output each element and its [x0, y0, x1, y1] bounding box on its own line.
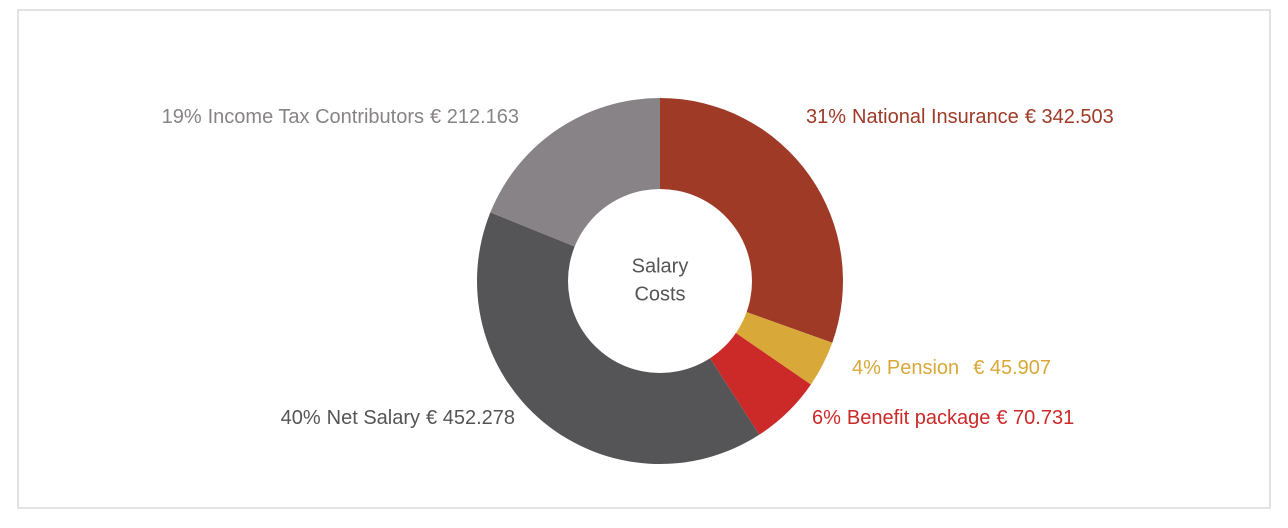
category-label: National Insurance — [852, 106, 1019, 128]
amount-label: € 452.278 — [426, 407, 515, 429]
center-label: Costs — [634, 283, 685, 305]
percent-label: 19% — [162, 106, 202, 128]
category-label: Pension — [887, 357, 959, 379]
amount-label: € 212.163 — [430, 106, 519, 128]
percent-label: 6% — [812, 407, 841, 429]
percent-label: 4% — [852, 357, 881, 379]
donut-hole — [568, 189, 752, 373]
slice-label: 19% Income Tax Contributors € 212.163 — [162, 106, 519, 128]
slice-label: 6% Benefit package € 70.731 — [812, 407, 1074, 429]
amount-label: € 70.731 — [996, 407, 1074, 429]
amount-label: € 45.907 — [973, 357, 1051, 379]
category-label: Net Salary — [327, 407, 420, 429]
slice-label: 4% Pension € 45.907 — [852, 357, 1051, 379]
slice-label: 31% National Insurance € 342.503 — [806, 106, 1114, 128]
percent-label: 31% — [806, 106, 846, 128]
category-label: Benefit package — [847, 407, 990, 429]
slice-label: 40% Net Salary € 452.278 — [281, 407, 515, 429]
center-label: Salary — [632, 255, 689, 277]
percent-label: 40% — [281, 407, 321, 429]
category-label: Income Tax Contributors — [208, 106, 424, 128]
amount-label: € 342.503 — [1025, 106, 1114, 128]
